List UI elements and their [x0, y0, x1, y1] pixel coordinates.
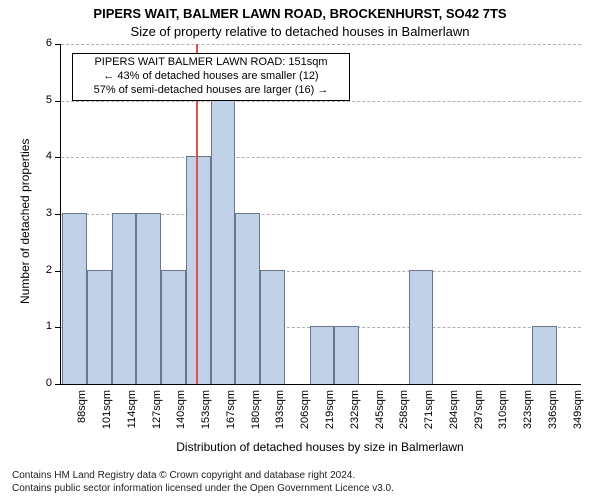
xtick-label: 245sqm	[374, 390, 386, 450]
chart-title-line2: Size of property relative to detached ho…	[0, 24, 600, 39]
ytick-label: 4	[34, 150, 52, 162]
xtick-label: 297sqm	[473, 390, 485, 450]
xtick-label: 310sqm	[497, 390, 509, 450]
xtick-label: 153sqm	[200, 390, 212, 450]
bar	[186, 156, 211, 384]
ytick-mark	[55, 214, 60, 215]
annotation-line: ← 43% of detached houses are smaller (12…	[77, 70, 345, 84]
bar	[87, 270, 112, 384]
ytick-mark	[55, 44, 60, 45]
ytick-mark	[55, 384, 60, 385]
xtick-label: 88sqm	[76, 390, 88, 450]
ytick-label: 3	[34, 207, 52, 219]
xtick-label: 114sqm	[126, 390, 138, 450]
xtick-label: 271sqm	[423, 390, 435, 450]
ytick-label: 0	[34, 377, 52, 389]
xtick-label: 219sqm	[324, 390, 336, 450]
ytick-mark	[55, 271, 60, 272]
chart-container: PIPERS WAIT, BALMER LAWN ROAD, BROCKENHU…	[0, 0, 600, 500]
bar	[211, 100, 236, 384]
bar	[235, 213, 260, 384]
gridline	[61, 44, 581, 45]
bar	[62, 213, 87, 384]
annotation-box: PIPERS WAIT BALMER LAWN ROAD: 151sqm ← 4…	[72, 53, 350, 101]
xtick-label: 206sqm	[299, 390, 311, 450]
xtick-label: 349sqm	[572, 390, 584, 450]
xtick-label: 232sqm	[349, 390, 361, 450]
bar	[334, 326, 359, 384]
annotation-line: 57% of semi-detached houses are larger (…	[77, 84, 345, 98]
bar	[260, 270, 285, 384]
bar	[112, 213, 137, 384]
xtick-label: 127sqm	[151, 390, 163, 450]
xtick-label: 140sqm	[175, 390, 187, 450]
ytick-label: 1	[34, 320, 52, 332]
footer-attribution: Contains HM Land Registry data © Crown c…	[12, 470, 394, 495]
xtick-label: 336sqm	[547, 390, 559, 450]
xtick-label: 180sqm	[250, 390, 262, 450]
y-axis-label: Number of detached properties	[18, 139, 32, 304]
xtick-label: 167sqm	[225, 390, 237, 450]
xtick-label: 323sqm	[522, 390, 534, 450]
footer-line: Contains public sector information licen…	[12, 483, 394, 496]
bar	[310, 326, 335, 384]
xtick-label: 284sqm	[448, 390, 460, 450]
xtick-label: 193sqm	[274, 390, 286, 450]
ytick-label: 6	[34, 37, 52, 49]
ytick-label: 2	[34, 264, 52, 276]
xtick-label: 101sqm	[101, 390, 113, 450]
bar	[161, 270, 186, 384]
ytick-label: 5	[34, 94, 52, 106]
chart-title-line1: PIPERS WAIT, BALMER LAWN ROAD, BROCKENHU…	[0, 6, 600, 21]
ytick-mark	[55, 327, 60, 328]
footer-line: Contains HM Land Registry data © Crown c…	[12, 470, 394, 483]
annotation-line: PIPERS WAIT BALMER LAWN ROAD: 151sqm	[77, 56, 345, 70]
xtick-label: 258sqm	[398, 390, 410, 450]
bar	[532, 326, 557, 384]
ytick-mark	[55, 157, 60, 158]
gridline	[61, 157, 581, 158]
bar	[409, 270, 434, 384]
ytick-mark	[55, 101, 60, 102]
bar	[136, 213, 161, 384]
